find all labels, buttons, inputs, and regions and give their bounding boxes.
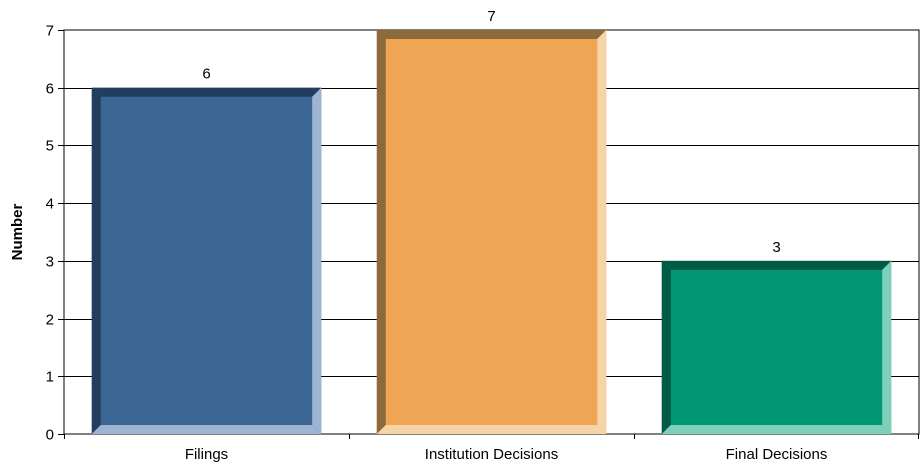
bar-bevel-right <box>312 87 322 434</box>
bar-bevel-top <box>376 30 607 39</box>
y-axis-ticks: 0 1 2 3 4 5 6 7 <box>46 23 64 444</box>
y-tick-label: 7 <box>46 23 54 40</box>
y-tick-label: 2 <box>46 312 54 329</box>
x-category-label: Institution Decisions <box>425 446 558 463</box>
bar-bevel-bottom <box>661 425 892 434</box>
y-axis-label: Number <box>9 204 26 261</box>
bar-bevel-bottom <box>376 425 607 434</box>
bar-value-label: 7 <box>487 8 495 25</box>
bars <box>91 30 892 434</box>
bar-value-label: 6 <box>202 66 210 83</box>
bar-bevel-bottom <box>91 425 322 434</box>
x-category-label: Final Decisions <box>726 446 828 463</box>
bar-value-label: 3 <box>772 239 780 256</box>
bar-face <box>376 30 607 434</box>
bar-bevel-top <box>91 87 322 97</box>
bar-face <box>91 87 322 434</box>
bar-bevel-right <box>882 260 892 434</box>
bar-filings <box>91 87 322 434</box>
bar-bevel-right <box>597 30 607 434</box>
bar-bevel-left <box>376 30 386 434</box>
y-tick-label: 3 <box>46 254 54 271</box>
bar-final-decisions <box>661 260 892 434</box>
bar-bevel-left <box>91 87 101 434</box>
y-tick-label: 6 <box>46 81 54 98</box>
y-tick-label: 5 <box>46 138 54 155</box>
bar-bevel-top <box>661 260 892 270</box>
data-labels: 6 7 3 <box>202 8 780 256</box>
x-axis-labels: Filings Institution Decisions Final Decisi… <box>64 434 919 463</box>
x-category-label: Filings <box>185 446 228 463</box>
bar-bevel-left <box>661 260 671 434</box>
bar-institution-decisions <box>376 30 607 434</box>
y-tick-label: 4 <box>46 196 54 213</box>
y-tick-label: 0 <box>46 427 54 444</box>
bar-face <box>661 260 892 434</box>
y-tick-label: 1 <box>46 369 54 386</box>
